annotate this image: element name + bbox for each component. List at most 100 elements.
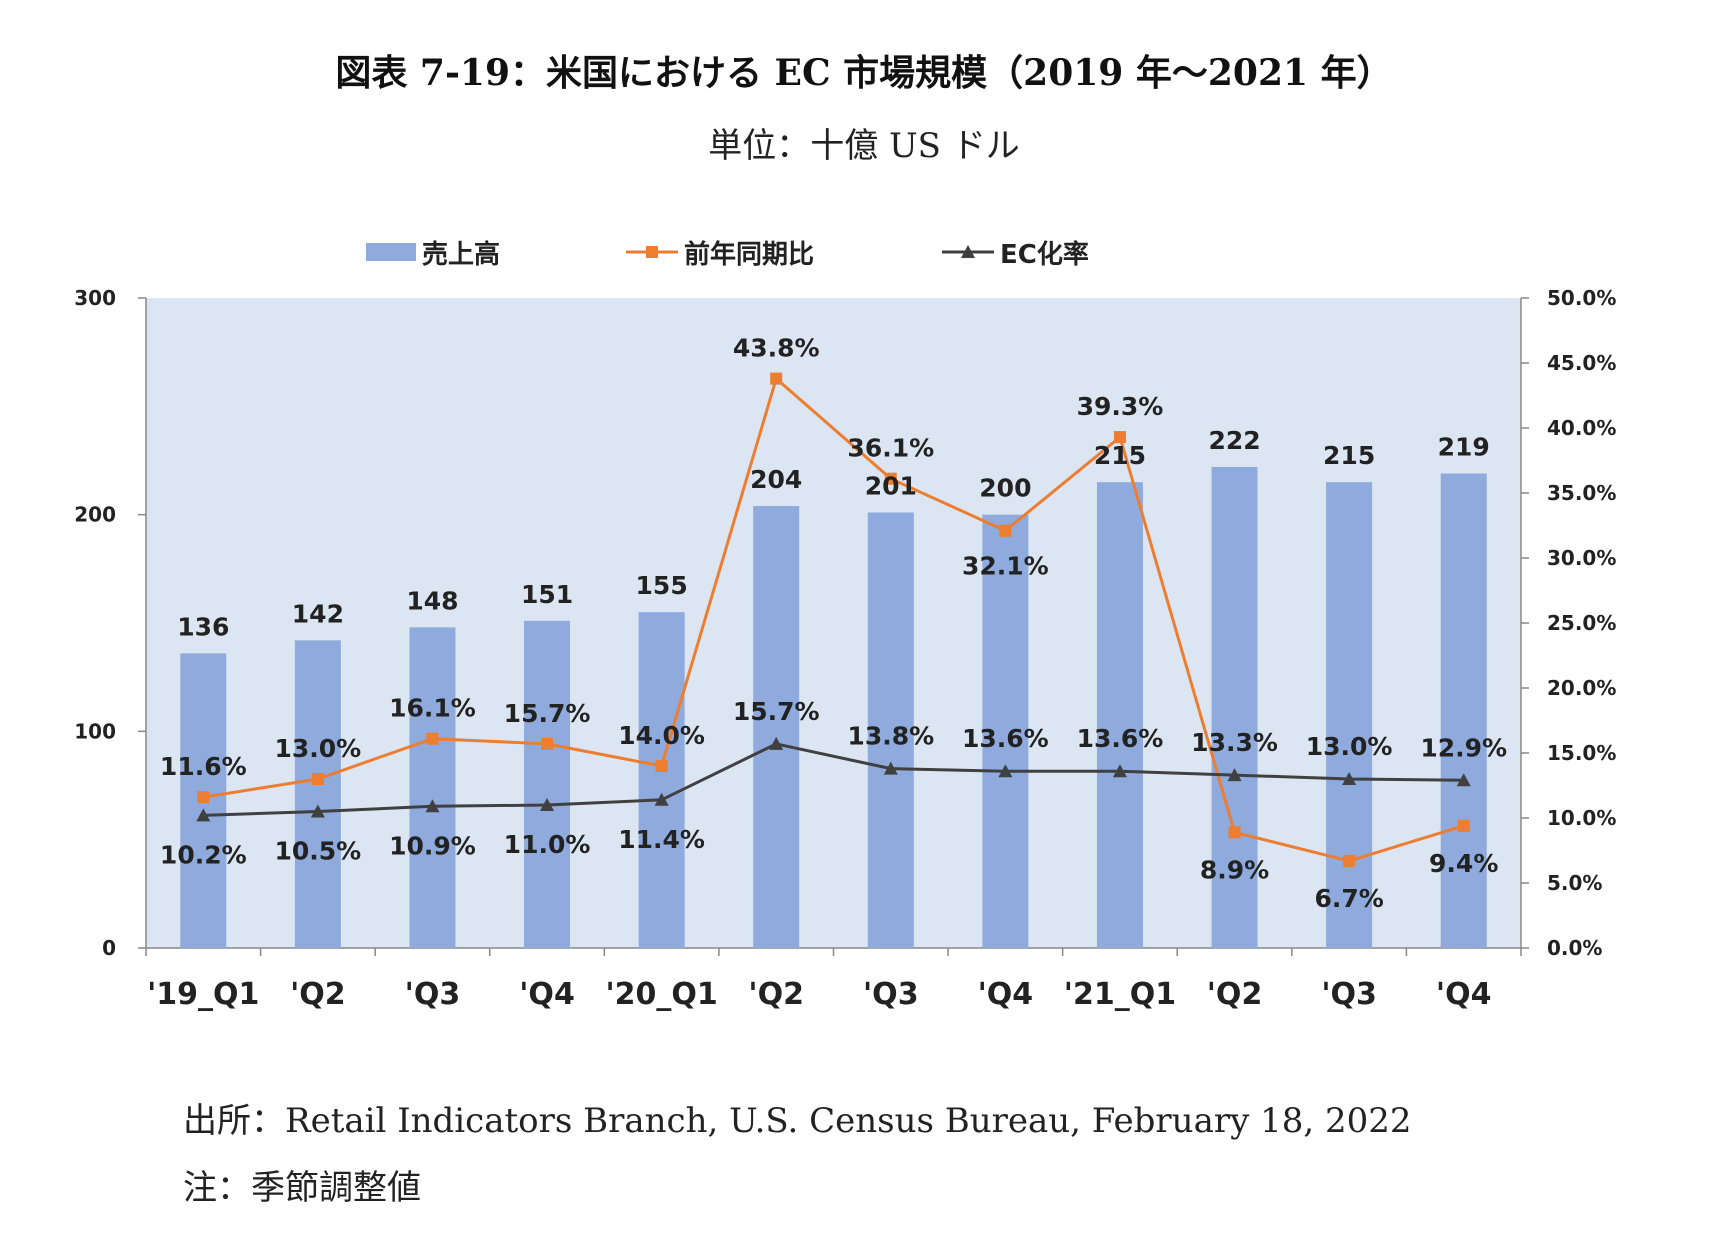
yoy-marker [1113, 431, 1126, 444]
yoy-marker [770, 372, 783, 385]
legend-label-yoy: 前年同期比 [684, 239, 815, 270]
sales-value-label: 151 [521, 580, 573, 609]
yoy-marker [311, 773, 324, 785]
right-axis-tick-label: 20.0% [1547, 676, 1616, 700]
ec-rate-value-label: 10.2% [160, 840, 247, 869]
left-axis-tick-label: 0 [102, 936, 116, 960]
x-axis-category-label: 'Q4 [519, 977, 575, 1012]
ec-rate-line [203, 742, 1464, 817]
yoy-marker [884, 472, 897, 485]
x-axis-category-label: '20_Q1 [605, 977, 717, 1012]
ec-rate-marker [1456, 773, 1471, 787]
yoy-value-label: 6.7% [1314, 884, 1383, 913]
ec-rate-value-label: 11.4% [618, 825, 705, 854]
yoy-marker [197, 791, 210, 804]
ec-rate-value-label: 13.0% [1306, 732, 1393, 761]
x-axis-category-label: 'Q2 [290, 977, 346, 1012]
ec-rate-marker [1342, 772, 1357, 785]
sales-value-label: 215 [1094, 441, 1146, 470]
seasonal-note: 注：季節調整値 [183, 1168, 421, 1208]
sales-bar [294, 640, 341, 948]
yoy-value-label: 9.4% [1429, 849, 1498, 878]
right-axis-tick-label: 25.0% [1547, 611, 1616, 635]
ec-rate-marker [196, 808, 211, 822]
right-axis-tick-label: 10.0% [1547, 806, 1616, 830]
plot-area [146, 298, 1521, 948]
x-axis-category-label: '19_Q1 [147, 977, 259, 1012]
ec-rate-marker [769, 736, 784, 750]
legend-label-ec-rate: EC化率 [1000, 239, 1089, 270]
ec-rate-value-label: 15.7% [733, 697, 820, 726]
sales-bar [753, 506, 800, 948]
sales-value-label: 219 [1438, 433, 1490, 462]
ec-rate-value-label: 12.9% [1420, 733, 1507, 762]
sales-value-label: 200 [979, 474, 1031, 503]
x-axis-category-label: '21_Q1 [1064, 977, 1176, 1012]
right-axis-tick-label: 30.0% [1547, 546, 1616, 570]
ec-rate-marker [1227, 768, 1242, 782]
sales-value-label: 155 [636, 571, 688, 600]
legend-item-ec-rate: EC化率 [942, 232, 1089, 272]
legend-label-sales: 売上高 [422, 239, 501, 270]
chart-legend: 売上高 前年同期比 EC化率 [0, 232, 1728, 272]
yoy-marker [541, 737, 554, 750]
ec-rate-marker [425, 799, 440, 813]
x-axis-category-label: 'Q3 [405, 977, 461, 1012]
ec-rate-marker [654, 792, 669, 806]
sales-bar [1326, 482, 1373, 948]
right-axis-tick-label: 0.0% [1547, 936, 1602, 960]
legend-yoy-swatch [626, 242, 678, 262]
yoy-value-label: 43.8% [733, 334, 820, 363]
sales-bar [409, 627, 456, 948]
sales-value-label: 215 [1323, 441, 1375, 470]
ec-rate-marker [1112, 764, 1127, 778]
yoy-value-label: 15.7% [504, 699, 591, 728]
sales-bar [867, 512, 914, 948]
sales-value-label: 142 [292, 599, 344, 628]
x-axis-category-label: 'Q2 [748, 977, 804, 1012]
right-axis-tick-label: 15.0% [1547, 741, 1616, 765]
left-axis-tick-label: 300 [74, 286, 116, 310]
sales-bar [1440, 473, 1487, 948]
x-axis-category-label: 'Q2 [1207, 977, 1263, 1012]
ec-rate-marker [540, 798, 555, 811]
right-axis-tick-label: 50.0% [1547, 286, 1616, 310]
yoy-value-label: 32.1% [962, 552, 1049, 581]
sales-bar [524, 620, 571, 948]
sales-value-label: 204 [750, 465, 802, 494]
chart-title: 図表 7-19：米国における EC 市場規模（2019 年～2021 年） [335, 52, 1393, 94]
right-axis-tick-label: 35.0% [1547, 481, 1616, 505]
x-axis-category-label: 'Q4 [978, 977, 1034, 1012]
legend-item-sales: 売上高 [366, 232, 500, 272]
unit-label: 単位：十億 US ドル [708, 126, 1020, 166]
right-axis-tick-label: 45.0% [1547, 351, 1616, 375]
sales-bar [638, 612, 685, 948]
ec-rate-marker [883, 761, 898, 775]
yoy-line [203, 375, 1465, 863]
sales-value-label: 222 [1208, 426, 1260, 455]
left-axis-tick-label: 100 [74, 719, 116, 743]
sales-value-label: 201 [865, 472, 917, 501]
yoy-value-label: 36.1% [847, 434, 934, 463]
ec-rate-value-label: 13.6% [1077, 724, 1164, 753]
ec-rate-marker [998, 764, 1013, 778]
ec-rate-value-label: 11.0% [504, 830, 591, 859]
ec-rate-value-label: 13.3% [1191, 728, 1278, 757]
sales-value-label: 136 [177, 612, 229, 641]
yoy-value-label: 11.6% [160, 752, 247, 781]
legend-item-yoy: 前年同期比 [626, 232, 814, 272]
x-axis-category-label: 'Q4 [1436, 977, 1492, 1012]
yoy-value-label: 16.1% [389, 694, 476, 723]
yoy-marker [426, 732, 439, 745]
ec-rate-value-label: 13.6% [962, 724, 1049, 753]
yoy-value-label: 14.0% [618, 721, 705, 750]
right-axis-tick-label: 5.0% [1547, 871, 1602, 895]
yoy-value-label: 13.0% [275, 734, 362, 763]
x-axis-category-label: 'Q3 [1321, 977, 1377, 1012]
sales-bar [1211, 467, 1258, 948]
ec-rate-value-label: 10.5% [275, 837, 362, 866]
yoy-marker [655, 760, 668, 772]
ec-rate-value-label: 10.9% [389, 831, 476, 860]
sales-value-label: 148 [406, 586, 458, 615]
